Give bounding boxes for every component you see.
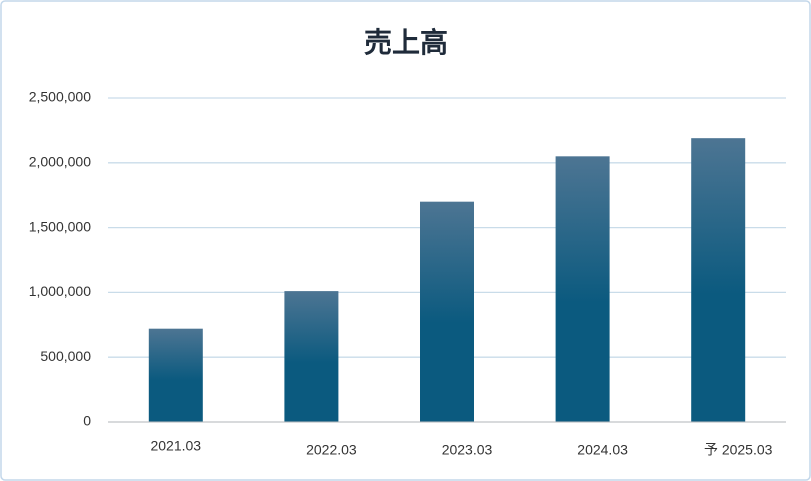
chart-title: 売上高 [364, 26, 448, 59]
bar [284, 291, 339, 422]
bar [691, 138, 746, 422]
x-tick-label: 予 2025.03 [704, 442, 773, 458]
x-tick-label: 2023.03 [442, 442, 493, 458]
y-tick-label: 1,000,000 [29, 283, 91, 299]
y-tick-label: 500,000 [40, 348, 91, 364]
x-tick-label: 2024.03 [577, 442, 628, 458]
y-tick-label: 1,500,000 [29, 218, 91, 234]
y-tick-label: 2,500,000 [29, 89, 91, 105]
bar [555, 156, 610, 422]
x-tick-label: 2021.03 [150, 438, 201, 454]
x-tick-label: 2022.03 [306, 442, 357, 458]
y-tick-label: 0 [83, 413, 91, 429]
bar [148, 328, 203, 422]
y-tick-label: 2,000,000 [29, 154, 91, 170]
bar [420, 201, 474, 422]
